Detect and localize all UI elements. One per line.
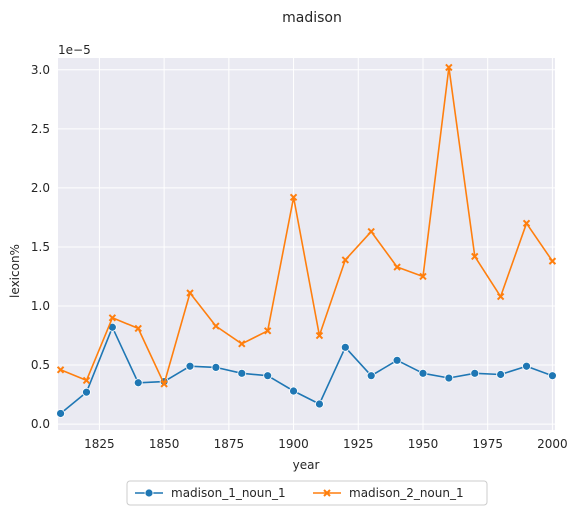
data-point-madison_1_noun_1 [470, 368, 480, 378]
data-point-madison_2_noun_1 [82, 376, 91, 385]
chart-title: madison [282, 10, 342, 26]
x-marker-stroke [471, 252, 479, 261]
data-point-madison_2_noun_1 [238, 340, 246, 348]
x-marker-stroke [238, 340, 246, 348]
y-tick-label: 1.0 [31, 299, 50, 313]
y-tick-label: 1.5 [31, 240, 50, 254]
x-marker-stroke [134, 324, 142, 333]
y-tick-label: 2.0 [31, 181, 50, 195]
data-point-madison_2_noun_1 [315, 331, 324, 340]
data-point-madison_2_noun_1 [522, 219, 531, 228]
y-tick-label: 2.5 [31, 122, 50, 136]
x-marker-stroke [548, 257, 557, 265]
x-tick-label: 1875 [214, 437, 245, 451]
data-point-madison_1_noun_1 [315, 399, 324, 409]
x-marker-stroke [56, 366, 65, 374]
legend-box [126, 480, 488, 506]
data-point-madison_1_noun_1 [340, 342, 350, 352]
data-point-madison_2_noun_1 [56, 366, 65, 374]
data-point-madison_1_noun_1 [133, 378, 143, 388]
x-tick-label: 1850 [149, 437, 180, 451]
data-point-madison_1_noun_1 [366, 371, 376, 381]
x-marker-stroke [496, 292, 505, 301]
data-point-madison_2_noun_1 [108, 314, 117, 322]
legend-marker-madison_1_noun_1 [144, 488, 154, 498]
x-marker-stroke [263, 327, 272, 335]
y-tick-label: 0.5 [31, 358, 50, 372]
x-tick-label: 1975 [472, 437, 503, 451]
x-marker-stroke [367, 227, 375, 236]
data-point-madison_2_noun_1 [341, 256, 350, 264]
legend-label-madison_2_noun_1: madison_2_noun_1 [349, 486, 464, 500]
legend-marker-madison_2_noun_1 [323, 489, 331, 497]
data-point-madison_1_noun_1 [522, 361, 531, 371]
data-point-madison_1_noun_1 [548, 371, 557, 381]
data-point-madison_1_noun_1 [82, 387, 91, 397]
data-point-madison_2_noun_1 [419, 272, 427, 281]
x-marker-stroke [522, 219, 531, 228]
x-marker-stroke [341, 256, 350, 264]
data-point-madison_1_noun_1 [237, 368, 247, 378]
data-point-madison_2_noun_1 [496, 292, 505, 301]
x-tick-label: 2000 [537, 437, 568, 451]
plot-area: 1825 1850 1875 1900 1925 1950 1975 2000 0.0 0.5 1.… [31, 58, 568, 451]
data-point-madison_1_noun_1 [263, 371, 273, 381]
y-tick-label: 0.0 [31, 417, 50, 431]
x-marker-stroke [108, 314, 117, 322]
x-axis-label: year [293, 458, 320, 472]
data-point-madison_1_noun_1 [444, 373, 454, 383]
x-marker-stroke [289, 193, 298, 202]
data-point-madison_1_noun_1 [496, 370, 506, 379]
y-axis-label: lexicon% [8, 244, 22, 298]
x-marker-stroke [445, 63, 453, 72]
x-tick-label: 1825 [84, 437, 115, 451]
data-point-madison_1_noun_1 [418, 368, 428, 378]
data-point-madison_1_noun_1 [185, 361, 195, 371]
x-marker-stroke [82, 376, 91, 385]
data-point-madison_2_noun_1 [212, 322, 220, 330]
x-tick-label: 1900 [278, 437, 309, 451]
data-point-madison_2_noun_1 [263, 327, 272, 335]
data-point-madison_1_noun_1 [289, 386, 298, 396]
plot-background [58, 58, 555, 430]
data-point-madison_2_noun_1 [393, 263, 401, 271]
data-point-madison_2_noun_1 [445, 63, 453, 72]
data-point-madison_1_noun_1 [211, 363, 221, 372]
legend: madison_1_noun_1 madison_2_noun_1 [126, 480, 488, 506]
x-marker-stroke [419, 272, 427, 281]
y-tick-label: 3.0 [31, 63, 50, 77]
data-point-madison_2_noun_1 [186, 289, 194, 297]
x-tick-label: 1925 [343, 437, 374, 451]
data-point-madison_2_noun_1 [548, 257, 557, 265]
legend-label-madison_1_noun_1: madison_1_noun_1 [171, 486, 286, 500]
data-point-madison_2_noun_1 [134, 324, 142, 333]
x-marker-stroke [315, 331, 324, 340]
data-point-madison_2_noun_1 [289, 193, 298, 202]
data-point-madison_2_noun_1 [160, 380, 168, 388]
x-marker-stroke [212, 322, 220, 330]
x-marker-stroke [323, 489, 331, 497]
x-marker-stroke [186, 289, 194, 297]
series-line-madison_2_noun_1 [60, 66, 554, 385]
y-scale-label: 1e−5 [58, 43, 91, 57]
data-point-madison_1_noun_1 [56, 409, 65, 418]
data-point-madison_1_noun_1 [392, 355, 402, 365]
x-marker-stroke [160, 380, 168, 388]
x-marker-stroke [393, 263, 401, 271]
data-point-madison_2_noun_1 [367, 227, 375, 236]
data-point-madison_2_noun_1 [471, 252, 479, 261]
x-tick-label: 1950 [408, 437, 439, 451]
